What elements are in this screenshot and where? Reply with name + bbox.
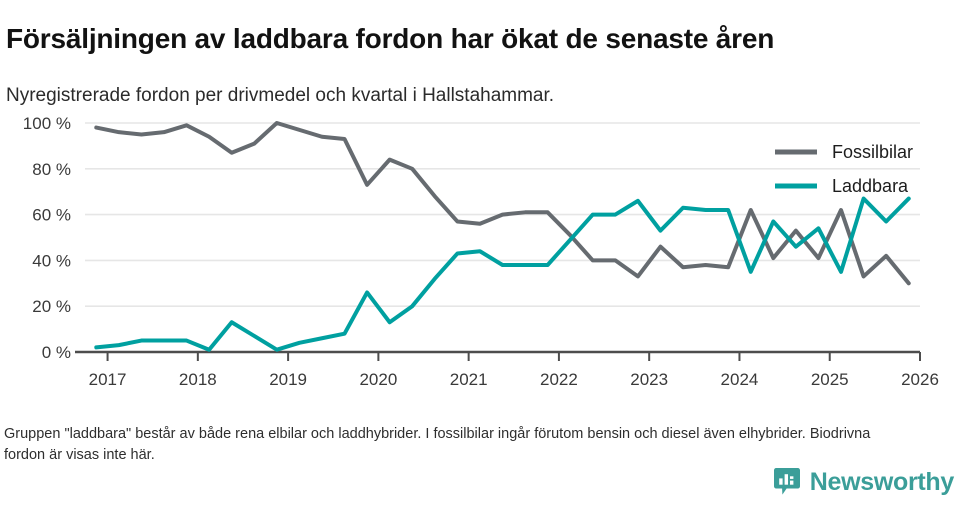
x-axis-tick-label: 2026	[901, 370, 939, 389]
y-axis-tick-label: 0 %	[42, 343, 71, 362]
series-line-laddbara	[94, 196, 911, 352]
y-axis-tick-label: 80 %	[32, 160, 71, 179]
chart-subtitle: Nyregistrerade fordon per drivmedel och …	[6, 85, 555, 106]
chart-footnote: Gruppen "laddbara" består av både rena e…	[4, 426, 871, 464]
newsworthy-logo[interactable]: Newsworthy	[772, 467, 954, 497]
x-axis-ticks	[106, 352, 921, 361]
legend-label-1[interactable]: Laddbara	[832, 176, 909, 196]
logo-text: Newsworthy	[809, 467, 955, 496]
chart-plot-area: 0 % 20 % 40 % 60 % 80 % 100 % 2017 2018 2019 202…	[0, 104, 960, 394]
line-chart-svg: 0 % 20 % 40 % 60 % 80 % 100 % 2017 2018 2019 202…	[23, 114, 939, 389]
legend-label-0[interactable]: Fossilbilar	[832, 142, 913, 162]
bar-chart-speech-bubble-icon	[773, 468, 800, 495]
series-line-fossilbilar	[94, 121, 911, 286]
x-axis-tick-label: 2019	[269, 370, 307, 389]
x-axis-tick-label: 2025	[811, 370, 849, 389]
x-axis-tick-label: 2024	[721, 370, 759, 389]
chart-legend[interactable]: Fossilbilar Laddbara	[775, 142, 913, 196]
x-axis-tick-label: 2022	[540, 370, 578, 389]
y-axis-tick-label: 20 %	[32, 297, 71, 316]
y-axis-labels: 0 % 20 % 40 % 60 % 80 % 100 %	[23, 114, 71, 362]
x-axis-tick-label: 2018	[179, 370, 217, 389]
y-axis-tick-label: 60 %	[32, 206, 71, 225]
x-axis-tick-label: 2020	[359, 370, 397, 389]
x-axis-tick-label: 2021	[450, 370, 488, 389]
page-title: Försäljningen av laddbara fordon har öka…	[6, 22, 775, 54]
x-axis-tick-label: 2023	[630, 370, 668, 389]
x-axis-labels: 2017 2018 2019 2020 2021 2022 2023 2024 2025 2026	[89, 370, 939, 389]
y-axis-tick-label: 40 %	[32, 251, 71, 270]
data-series	[94, 121, 911, 352]
x-axis-tick-label: 2017	[89, 370, 127, 389]
y-axis-tick-label: 100 %	[23, 114, 71, 133]
